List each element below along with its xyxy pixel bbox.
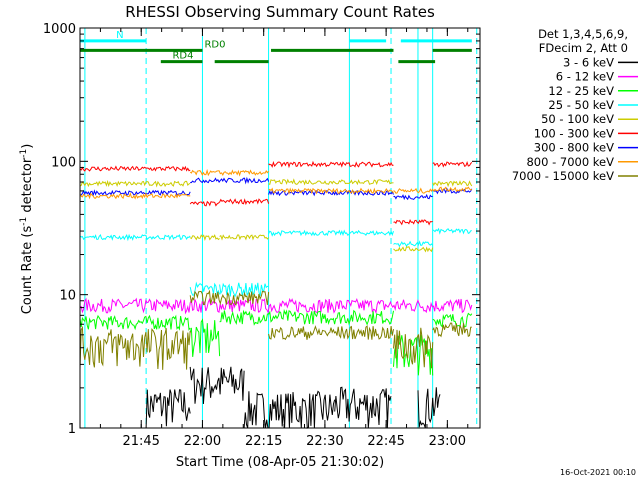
series-7-segment-1 [189, 168, 269, 177]
series-7-segment-3 [393, 187, 434, 194]
footer-timestamp: 16-Oct-2021 00:10 [560, 468, 636, 477]
flag-RD4-label: RD4 [172, 51, 193, 62]
y-axis-label-mid: detector [20, 157, 35, 217]
series-8 [79, 289, 472, 370]
series-5-segment-0 [79, 165, 191, 172]
legend-label-5: 100 - 300 keV [534, 126, 614, 140]
legend-label-8: 7000 - 15000 keV [512, 169, 614, 183]
series-0-segment-1 [189, 366, 245, 405]
x-tick-label-1: 22:00 [184, 434, 221, 449]
series-7 [79, 168, 473, 200]
series-2-segment-2 [219, 309, 269, 326]
y-axis-label: Count Rate (s-1 detector-1) [19, 144, 35, 315]
axes: 1 10 100 1000 21:45 22:00 22:15 22:30 22:45 23:00 [43, 22, 481, 449]
series-5-segment-5 [432, 161, 473, 168]
series-4-segment-5 [432, 180, 473, 188]
series-2 [79, 308, 473, 376]
series-4-segment-3 [268, 178, 394, 186]
legend-header-2: FDecim 2, Att 0 [539, 41, 628, 55]
legend-label-3: 25 - 50 keV [548, 98, 614, 112]
series-4-segment-2 [219, 234, 269, 241]
series-8-segment-0 [79, 325, 191, 370]
series-3-segment-2 [219, 282, 269, 298]
series-0-segment-4 [417, 387, 441, 429]
series-5-segment-2 [219, 198, 270, 206]
legend-label-2: 12 - 25 keV [548, 84, 614, 98]
x-tick-label-3: 22:30 [306, 434, 343, 449]
series-0-segment-2 [243, 390, 336, 430]
series-3 [79, 227, 472, 298]
series-0-segment-0 [145, 389, 191, 429]
series-5 [79, 160, 473, 226]
series-8-segment-4 [432, 322, 472, 338]
series-2-segment-0 [79, 314, 191, 331]
plot-area: N RD0 RD4 [79, 28, 478, 430]
flag-RD4: RD4 [160, 51, 436, 64]
series-7-segment-2 [268, 187, 394, 196]
series-1-segment-0 [79, 297, 473, 315]
series-6-segment-0 [79, 189, 191, 197]
series-7-segment-0 [79, 192, 191, 200]
series-8-segment-3 [393, 327, 434, 369]
legend-label-6: 300 - 800 keV [534, 141, 614, 155]
x-tick-label-0: 21:45 [122, 434, 159, 449]
legend-label-7: 800 - 7000 keV [526, 155, 614, 169]
series-1 [79, 297, 473, 315]
series-6-segment-1 [190, 176, 270, 185]
x-tick-label-4: 22:45 [367, 434, 404, 449]
legend-label-4: 50 - 100 keV [541, 112, 614, 126]
flag-RD0-label: RD0 [204, 39, 225, 50]
y-tick-label-0: 1 [68, 422, 76, 437]
y-axis-label-sup1: -1 [19, 217, 29, 226]
chart-title: RHESSI Observing Summary Count Rates [125, 3, 435, 21]
series-5-segment-4 [393, 219, 433, 226]
series-2-segment-1 [189, 318, 221, 357]
flag-N-label: N [116, 30, 123, 41]
series-4-segment-0 [79, 179, 191, 188]
y-axis-label-sup2: -1 [19, 149, 29, 158]
flag-N: N [80, 30, 472, 43]
series-3-segment-1 [189, 281, 221, 296]
series-4-segment-4 [393, 246, 434, 253]
x-tick-label-5: 23:00 [429, 434, 466, 449]
y-tick-label-2: 100 [51, 155, 76, 170]
y-tick-label-3: 1000 [43, 22, 76, 37]
series-7-segment-4 [432, 186, 473, 193]
series-2-segment-3 [268, 308, 394, 326]
series-3-segment-5 [432, 227, 472, 235]
series-3-segment-0 [79, 233, 191, 242]
series-5-segment-1 [189, 200, 220, 207]
series-8-segment-1 [189, 289, 270, 306]
y-axis-label-end: ) [20, 144, 35, 149]
legend-header-1: Det 1,3,4,5,6,9, [538, 27, 628, 41]
legend-label-1: 6 - 12 keV [556, 70, 614, 84]
series-8-segment-2 [268, 325, 394, 341]
series-3-segment-3 [268, 229, 394, 237]
series-0-segment-3 [334, 386, 392, 428]
x-axis-label: Start Time (08-Apr-05 21:30:02) [176, 455, 384, 470]
series-5-segment-3 [268, 160, 394, 169]
series-4-segment-1 [189, 234, 220, 242]
legend: Det 1,3,4,5,6,9,FDecim 2, Att 03 - 6 keV… [512, 27, 638, 183]
y-tick-label-1: 10 [59, 289, 76, 304]
series-0 [145, 366, 441, 430]
series-6-segment-3 [393, 193, 433, 201]
series-3-segment-4 [393, 240, 434, 248]
series-4 [79, 178, 473, 253]
x-tick-label-2: 22:15 [245, 434, 282, 449]
plot-frame [79, 27, 481, 429]
flag-RD0: RD0 [80, 39, 472, 52]
legend-label-0: 3 - 6 keV [563, 55, 614, 69]
series-2-segment-5 [432, 312, 473, 328]
